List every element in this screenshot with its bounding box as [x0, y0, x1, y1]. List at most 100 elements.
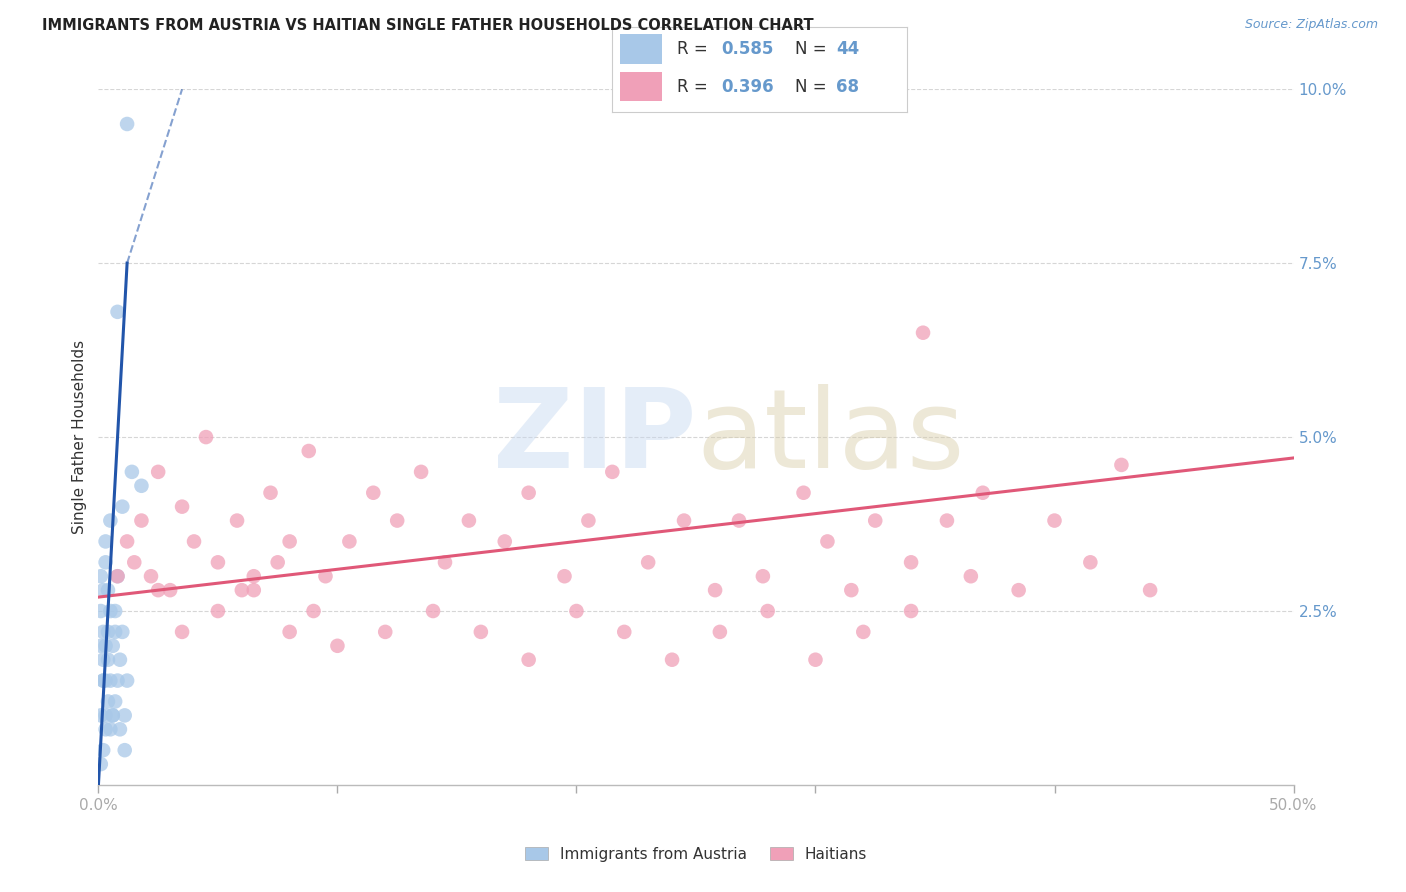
Point: [131, 479, 153, 493]
Point: [972, 485, 994, 500]
Point: [104, 694, 127, 708]
Y-axis label: Single Father Households: Single Father Households: [72, 340, 87, 534]
Point: [1111, 458, 1133, 472]
Point: [111, 500, 134, 514]
Point: [494, 534, 516, 549]
Point: [183, 534, 205, 549]
Point: [470, 624, 492, 639]
Point: [278, 624, 301, 639]
Point: [911, 326, 934, 340]
Point: [1043, 514, 1066, 528]
Point: [91, 743, 114, 757]
Point: [98, 604, 122, 618]
Point: [637, 555, 659, 569]
Point: [900, 555, 922, 569]
Text: atlas: atlas: [696, 384, 965, 491]
Point: [115, 117, 138, 131]
Point: [111, 624, 134, 639]
Point: [194, 430, 218, 444]
Text: 0.396: 0.396: [721, 78, 773, 95]
Point: [411, 465, 433, 479]
Point: [97, 694, 120, 708]
Point: [900, 604, 922, 618]
Point: [131, 514, 153, 528]
Point: [90, 639, 112, 653]
Point: [936, 514, 959, 528]
Point: [207, 604, 229, 618]
Point: [422, 604, 444, 618]
Point: [704, 583, 727, 598]
Point: [91, 653, 114, 667]
Point: [815, 534, 838, 549]
Point: [108, 653, 131, 667]
Point: [243, 583, 266, 598]
Point: [90, 569, 112, 583]
Point: [959, 569, 981, 583]
Point: [91, 673, 114, 688]
Text: N =: N =: [794, 78, 831, 95]
Point: [1080, 555, 1102, 569]
Text: ZIP: ZIP: [492, 384, 696, 491]
Point: [517, 485, 540, 500]
Legend: Immigrants from Austria, Haitians: Immigrants from Austria, Haitians: [519, 840, 873, 868]
Point: [259, 485, 281, 500]
Point: [124, 555, 146, 569]
Point: [114, 743, 136, 757]
Text: IMMIGRANTS FROM AUSTRIA VS HAITIAN SINGLE FATHER HOUSEHOLDS CORRELATION CHART: IMMIGRANTS FROM AUSTRIA VS HAITIAN SINGL…: [42, 18, 814, 33]
Text: R =: R =: [676, 40, 713, 58]
Point: [94, 673, 117, 688]
Point: [108, 723, 131, 737]
Point: [458, 514, 481, 528]
Point: [94, 639, 117, 653]
Point: [98, 673, 122, 688]
Point: [98, 514, 122, 528]
Point: [852, 624, 875, 639]
Point: [172, 500, 194, 514]
Point: [97, 653, 120, 667]
Point: [91, 624, 114, 639]
Point: [756, 604, 779, 618]
Point: [90, 757, 112, 772]
Text: 68: 68: [837, 78, 859, 95]
Point: [101, 708, 124, 723]
Point: [565, 604, 588, 618]
FancyBboxPatch shape: [620, 71, 662, 102]
Point: [104, 604, 127, 618]
Point: [98, 723, 122, 737]
Point: [94, 708, 117, 723]
Point: [159, 583, 181, 598]
Point: [374, 624, 396, 639]
Point: [94, 534, 117, 549]
Point: [315, 569, 337, 583]
Point: [115, 673, 138, 688]
Point: [793, 485, 815, 500]
Point: [148, 583, 170, 598]
Point: [226, 514, 249, 528]
Point: [267, 555, 290, 569]
Point: [231, 583, 253, 598]
Point: [385, 514, 409, 528]
Point: [104, 624, 127, 639]
Point: [433, 555, 456, 569]
Point: [298, 444, 321, 458]
Point: [101, 708, 124, 723]
Point: [576, 514, 599, 528]
Point: [207, 555, 229, 569]
Point: [94, 723, 117, 737]
Point: [517, 653, 540, 667]
Point: [613, 624, 636, 639]
Point: [1139, 583, 1161, 598]
Text: R =: R =: [676, 78, 713, 95]
Point: [90, 604, 112, 618]
Point: [121, 465, 143, 479]
Text: 44: 44: [837, 40, 859, 58]
Point: [107, 673, 129, 688]
Point: [91, 583, 114, 598]
Point: [172, 624, 194, 639]
Point: [602, 465, 624, 479]
Point: [101, 639, 124, 653]
Point: [97, 583, 120, 598]
Point: [139, 569, 162, 583]
Point: [115, 534, 138, 549]
Point: [91, 673, 114, 688]
